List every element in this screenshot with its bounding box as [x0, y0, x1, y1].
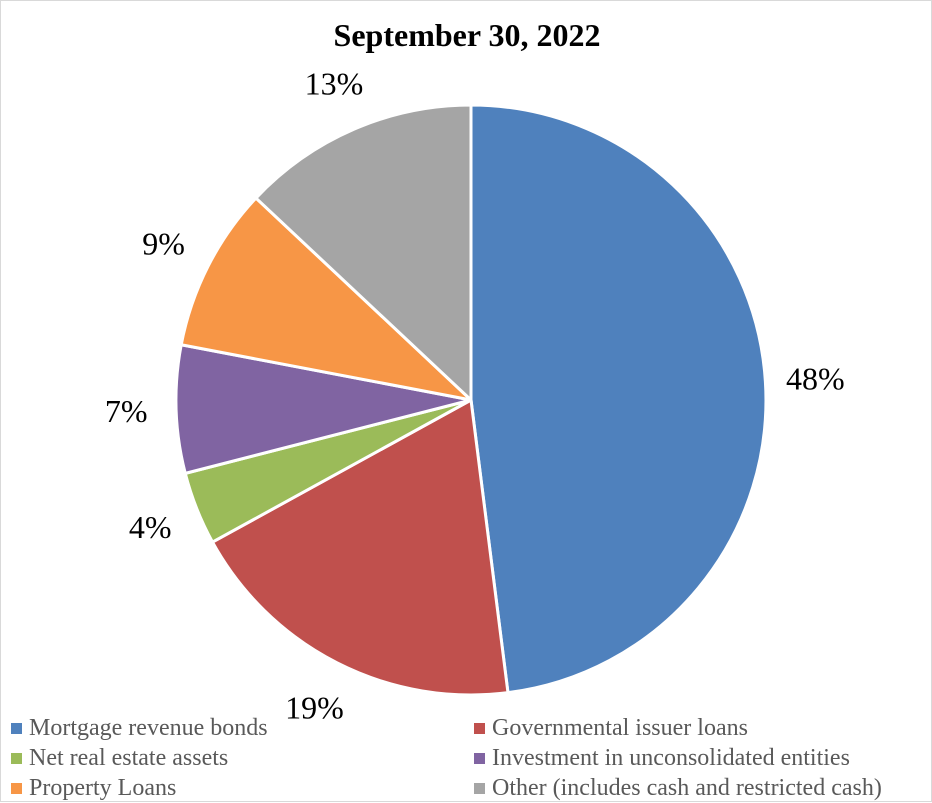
legend: Mortgage revenue bonds Governmental issue… — [11, 713, 932, 803]
legend-item-other-includes-cash-and-restricted-cash: Other (includes cash and restricted cash… — [474, 773, 932, 803]
chart-title: September 30, 2022 — [333, 17, 601, 53]
legend-swatch-icon — [474, 752, 485, 764]
data-label-mortgage-revenue-bonds: 48% — [786, 360, 845, 396]
legend-item-property-loans: Property Loans — [11, 773, 474, 803]
legend-item-net-real-estate-assets: Net real estate assets — [11, 743, 474, 773]
data-label-property-loans: 9% — [142, 225, 185, 261]
legend-item-governmental-issuer-loans: Governmental issuer loans — [474, 713, 932, 743]
legend-label: Net real estate assets — [29, 744, 229, 771]
legend-swatch-icon — [474, 722, 485, 734]
pie-slice-investment-in-unconsolidated-entities — [174, 343, 473, 475]
pie-slice-property-loans — [179, 196, 473, 402]
data-label-governmental-issuer-loans: 19% — [285, 689, 344, 725]
pie-slice-mortgage-revenue-bonds — [469, 103, 768, 695]
legend-swatch-icon — [474, 782, 485, 794]
data-label-investment-in-unconsolidated-entities: 7% — [105, 393, 148, 429]
legend-label: Property Loans — [29, 774, 177, 801]
legend-item-investment-in-unconsolidated-entities: Investment in unconsolidated entities — [474, 743, 932, 773]
pie-slice-other-includes-cash-and-restricted-cash — [254, 103, 473, 402]
legend-label: Other (includes cash and restricted cash… — [492, 774, 882, 801]
legend-label: Investment in unconsolidated entities — [492, 744, 850, 771]
legend-swatch-icon — [11, 782, 22, 794]
data-label-net-real-estate-assets: 4% — [129, 509, 172, 545]
legend-label: Mortgage revenue bonds — [29, 714, 268, 741]
data-label-other-includes-cash-and-restricted-cash: 13% — [305, 65, 364, 101]
legend-label: Governmental issuer loans — [492, 714, 748, 741]
legend-swatch-icon — [11, 752, 22, 764]
legend-item-mortgage-revenue-bonds: Mortgage revenue bonds — [11, 713, 474, 743]
legend-swatch-icon — [11, 722, 22, 734]
pie-slice-governmental-issuer-loans — [210, 398, 510, 697]
